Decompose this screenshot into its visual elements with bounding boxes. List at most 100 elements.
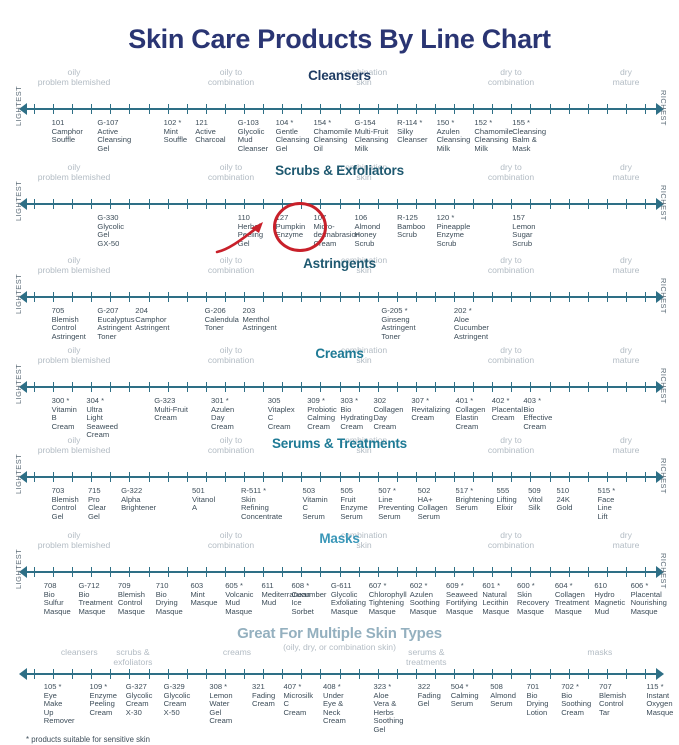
product-name: Skin Refining Concentrate (240, 494, 283, 521)
axis-tick (72, 472, 74, 483)
product-label: 305 Vitaplex C Cream (267, 396, 314, 431)
axis-tick (320, 292, 322, 303)
product-name: 24K Gold (556, 494, 573, 513)
product-label: R-125 Bamboo Scrub (397, 213, 443, 240)
product-label: 600 * Skin Recovery Masque (517, 581, 563, 616)
product-code: 600 * (517, 581, 535, 591)
axis-tick (72, 104, 74, 115)
product-code: 203 (242, 306, 256, 316)
axis (19, 381, 664, 394)
product-code: 608 * (291, 581, 310, 591)
product-label: 403 * Bio Effective Cream (523, 396, 569, 431)
axis-tick (358, 104, 360, 115)
axis-tick (186, 199, 188, 210)
product-label: 601 * Natural Lecithin Masque (482, 581, 528, 616)
product-name: Aloe Cucumber Astringent (453, 314, 489, 341)
axis-tick (263, 199, 265, 210)
product-label: 610 Hydro Magnetic Mud (594, 581, 640, 616)
section-title: Creams (315, 346, 364, 362)
product-code: 302 (373, 396, 387, 406)
axis-tick (606, 382, 608, 393)
zone-label-dry: dry mature (612, 255, 640, 275)
product-name: Revitalizing Cream (411, 404, 451, 423)
product-name: Volcanic Mud Masque (225, 589, 254, 616)
axis-tick (263, 382, 265, 393)
axis-tick (110, 382, 112, 393)
axis-tick (167, 567, 169, 578)
product-name: Placental Nourishing Masque (630, 589, 667, 616)
axis-tick (549, 382, 551, 393)
product-code: 703 (51, 486, 65, 496)
product-code: 304 * (86, 396, 105, 406)
axis-tick (568, 292, 570, 303)
axis-tick (224, 382, 226, 393)
product-code: 107 (313, 213, 327, 223)
product-name: Collagen Day Cream (373, 404, 404, 431)
product-label: 502 HA+ Collagen Serum (418, 486, 464, 521)
axis-tick (53, 292, 55, 303)
product-label: 715 Pro Clear Gel (88, 486, 134, 521)
axis-arrow-right-icon (656, 668, 664, 681)
product-name: Collagen Elastin Cream (455, 404, 486, 431)
product-code: 154 * (313, 118, 332, 128)
axis-tick (358, 292, 360, 303)
axis-arrow-left-icon (19, 471, 27, 484)
zone-label-oily: oily problem blemished (37, 255, 111, 275)
product-code: 505 (340, 486, 354, 496)
product-name: Bamboo Scrub (397, 221, 426, 240)
product-code: G-330 (97, 213, 119, 223)
axis-tick (91, 472, 93, 483)
bottom-category-labels: cleansers scrubs & exfoliators creams serums… (26, 644, 657, 666)
bottom-category-label: scrubs & exfoliators (113, 647, 153, 667)
axis-tick (263, 292, 265, 303)
axis-tick (339, 199, 341, 210)
axis-tick (377, 199, 379, 210)
axis-tick (244, 292, 246, 303)
product-code: 152 * (474, 118, 493, 128)
axis-tick (549, 472, 551, 483)
axis-tick (282, 199, 284, 210)
product-name: Bio Effective Cream (523, 404, 553, 431)
zone-label-dry: dry mature (612, 435, 640, 455)
zone-label-comb: combination skin (340, 435, 388, 455)
product-name: Vitamin B Cream (51, 404, 77, 431)
axis-tick (53, 382, 55, 393)
axis-tick (568, 567, 570, 578)
axis-tick (53, 472, 55, 483)
product-name: Calendula Toner (204, 314, 239, 333)
product-name: Vitaplex C Cream (267, 404, 295, 431)
product-code: 606 * (630, 581, 649, 591)
axis-tick (91, 292, 93, 303)
product-name: Mint Masque (190, 589, 218, 608)
axis-tick (473, 199, 475, 210)
footnote-sensitive-skin: * products suitable for sensitive skin (26, 735, 150, 745)
axis-tick (148, 669, 150, 680)
axis-arrow-left-icon (19, 566, 27, 579)
axis-tick (396, 104, 398, 115)
product-name: Multi-Fruit Cream (154, 404, 188, 423)
product-name: Azulen Soothing Masque (409, 589, 440, 616)
bottom-category-label: masks (587, 647, 613, 658)
axis-tick (282, 292, 284, 303)
zone-label-dry: dry mature (612, 345, 640, 365)
axis-tick (34, 199, 35, 210)
product-label: 604 * Collagen Treatment Masque (555, 581, 601, 616)
axis-tick (625, 669, 627, 680)
product-label: 154 * Chamomile Cleansing Oil (313, 118, 360, 153)
product-label: 105 * Eye Make Up Remover (44, 682, 90, 726)
product-code: 308 * (209, 682, 228, 692)
axis-label-lightest: LIGHTEST (14, 453, 23, 495)
zone-label-oily_comb: oily to combination (207, 162, 255, 182)
axis-tick (205, 199, 207, 210)
axis-tick (205, 104, 207, 115)
product-label: 121 Active Charcoal (195, 118, 241, 145)
product-label: 401 * Collagen Elastin Cream (455, 396, 502, 431)
product-name: Skin Recovery Masque (517, 589, 550, 616)
axis-tick (148, 382, 150, 393)
product-name: Fading Gel (417, 690, 441, 709)
axis-tick (282, 567, 284, 578)
product-label: 703 Blemish Control Gel (51, 486, 98, 521)
zone-label-oily_comb: oily to combination (207, 255, 255, 275)
axis-arrow-right-icon (656, 566, 664, 579)
product-code: 705 (51, 306, 65, 316)
